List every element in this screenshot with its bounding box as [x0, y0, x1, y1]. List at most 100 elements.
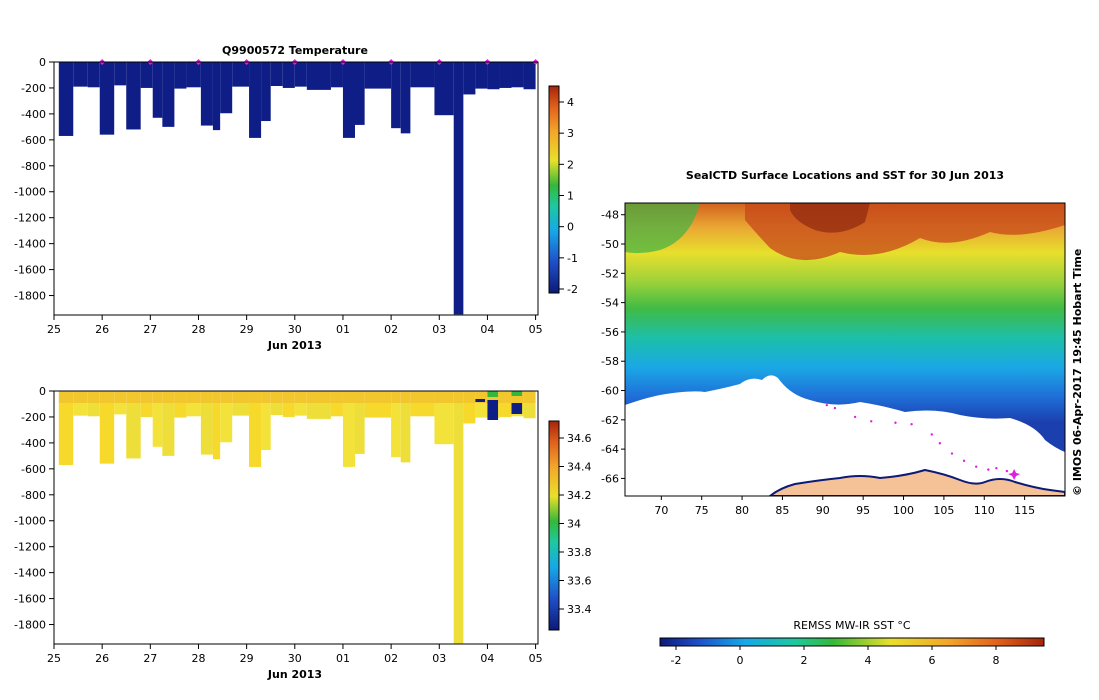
map-frame [624, 202, 1066, 497]
temperature-profile-bar [354, 62, 365, 125]
x-tick-label: 02 [384, 652, 398, 665]
x-tick-label: 04 [480, 652, 494, 665]
salinity-profile-bar [354, 403, 365, 454]
x-tick-label: 29 [240, 652, 254, 665]
x-tick-label: 28 [191, 652, 205, 665]
colorbar-tick-label: 2 [567, 158, 574, 171]
salinity-mid-cell [487, 391, 499, 397]
temperature-profile-bar [87, 62, 100, 88]
bottom-x-label: Jun 2013 [267, 668, 322, 681]
lon-tick-label: 115 [1014, 504, 1035, 517]
antarctic-land [768, 468, 1065, 496]
x-tick-label: 02 [384, 323, 398, 336]
sst-colorbar-tick-label: 8 [993, 654, 1000, 667]
salinity-section-chart: 0 -200 -400 -600 -800 -1000 -1200 -1400 -1600 -18… [14, 385, 591, 681]
salinity-profile-bar [152, 403, 163, 447]
latest-position-star [1008, 469, 1021, 481]
salinity-profile-bar [99, 403, 115, 464]
sst-colorbar-ticks: -2 0 2 4 6 8 [671, 646, 1000, 667]
temperature-colorbar [548, 85, 560, 294]
temperature-profile-bar [249, 62, 262, 138]
colorbar-tick-label: 34.4 [567, 461, 592, 474]
colorbar-tick-label: 34 [567, 518, 581, 531]
sea-ice-area [625, 375, 1065, 496]
salinity-profile-bar [400, 403, 411, 463]
salinity-profile-surface [73, 391, 88, 403]
salinity-profile-surface [152, 391, 163, 403]
salinity-profile-surface [162, 391, 175, 403]
map-latitude-axis: -48 -50 -52 -54 -56 -58 -60 -62 -64 -66 [601, 209, 625, 485]
x-tick-label: 26 [95, 652, 109, 665]
lon-tick-label: 100 [893, 504, 914, 517]
salinity-profile-surface [463, 391, 476, 403]
y-tick-label: -400 [21, 437, 46, 450]
x-tick-label: 01 [336, 323, 350, 336]
x-tick-label: 04 [480, 323, 494, 336]
salinity-profile-surface [174, 391, 187, 403]
salinity-profiles [58, 391, 536, 644]
map-title: SealCTD Surface Locations and SST for 30… [686, 169, 1004, 182]
top-chart-title: Q9900572 Temperature [222, 44, 368, 57]
salinity-profile-surface [249, 391, 262, 403]
track-point [870, 420, 873, 423]
map-longitude-axis: 70 75 80 85 90 95 100 105 110 115 [654, 496, 1035, 517]
temperature-profile-bar [499, 62, 512, 88]
track-point [833, 406, 837, 410]
temperature-profile-bar [73, 62, 88, 87]
bottom-x-axis: 25 26 27 28 29 30 01 02 03 04 05 [47, 644, 543, 665]
map-field [625, 203, 1065, 496]
temperature-profile-bar [126, 62, 141, 130]
salinity-profile-surface [200, 391, 213, 403]
salinity-profile-surface [220, 391, 233, 403]
salinity-profile-bar [114, 403, 127, 415]
salinity-profile-bar [73, 403, 88, 416]
salinity-profile-surface [270, 391, 283, 403]
x-tick-label: 05 [529, 652, 543, 665]
sst-colorbar-tick-label: 6 [929, 654, 936, 667]
lat-tick-label: -52 [601, 267, 619, 280]
salinity-profile-surface [400, 391, 411, 403]
temperature-profile-bar [99, 62, 115, 135]
temperature-profile-bar [152, 62, 163, 118]
x-tick-label: 03 [432, 323, 446, 336]
y-tick-label: -1600 [14, 593, 46, 606]
track-point [995, 466, 998, 470]
x-tick-label: 03 [432, 652, 446, 665]
temperature-profile-bar [186, 62, 201, 88]
temperature-profile-bar [523, 62, 536, 90]
salinity-profile-bar [499, 403, 512, 417]
salinity-profile-bar [523, 403, 536, 419]
track-point [987, 468, 990, 471]
salinity-profile-bar [87, 403, 100, 417]
salinity-profile-surface [523, 391, 536, 403]
x-tick-label: 01 [336, 652, 350, 665]
salinity-profile-surface [87, 391, 100, 403]
track-point [938, 442, 942, 445]
y-tick-label: -1400 [14, 567, 46, 580]
y-tick-label: -1000 [14, 515, 46, 528]
y-tick-label: -200 [21, 411, 46, 424]
temperature-profile-bar [200, 62, 213, 126]
salinity-profile-surface [282, 391, 295, 403]
temperature-profile-bar [162, 62, 175, 127]
lon-tick-label: 95 [856, 504, 870, 517]
top-x-label: Jun 2013 [267, 339, 322, 352]
temperature-profile-bar [342, 62, 355, 138]
colorbar-tick-label: -1 [567, 252, 578, 265]
track-point [894, 421, 897, 424]
colorbar-tick-label: 34.2 [567, 489, 592, 502]
colorbar-tick-label: 0 [567, 221, 574, 234]
y-tick-label: -400 [21, 108, 46, 121]
colorbar-tick-label: 34.6 [567, 432, 592, 445]
colorbar-tick-label: -2 [567, 283, 578, 296]
y-tick-label: -1200 [14, 212, 46, 225]
colorbar-tick-label: 3 [567, 127, 574, 140]
salinity-fresh-cell [487, 400, 499, 420]
salinity-profile-bar [453, 403, 464, 644]
colorbar-tick-label: 1 [567, 190, 574, 203]
salinity-profile-bar [126, 403, 141, 459]
colorbar-tick-label: 33.8 [567, 546, 592, 559]
temperature-profile-bar [220, 62, 233, 114]
salinity-profile-surface [212, 391, 221, 403]
